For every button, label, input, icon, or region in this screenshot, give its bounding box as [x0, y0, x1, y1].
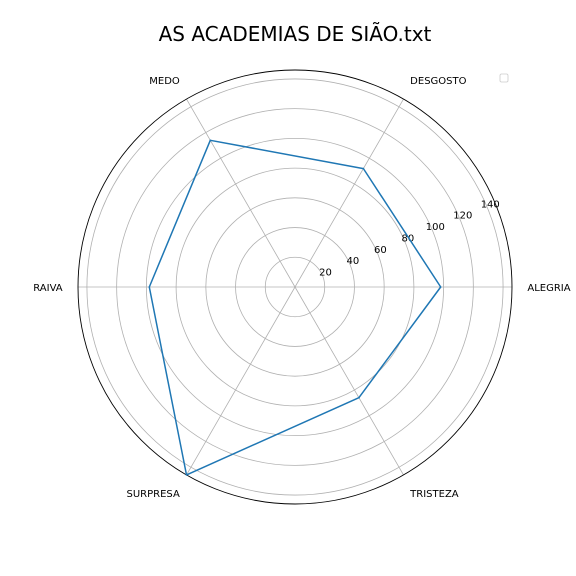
polar-frame — [77, 69, 513, 505]
series-layer — [148, 139, 442, 476]
legend-box — [499, 73, 509, 83]
series-line — [148, 139, 442, 476]
category-label: TRISTEZA — [409, 489, 459, 500]
category-label: MEDO — [149, 76, 180, 87]
radial-tick-labels: 20 40 60 80 100 120 140 — [319, 199, 500, 278]
grid-spoke — [186, 98, 296, 288]
category-label: ALEGRIA — [527, 283, 570, 294]
data-point — [209, 139, 212, 142]
category-label: SURPRESA — [127, 489, 180, 500]
radial-tick-label: 100 — [426, 222, 445, 233]
grid-spoke — [186, 286, 296, 476]
data-point — [362, 167, 365, 170]
category-label: DESGOSTO — [410, 76, 466, 87]
angular-grid — [77, 69, 513, 505]
data-point — [185, 474, 188, 476]
grid-spoke — [294, 98, 404, 288]
category-labels: ALEGRIA DESGOSTO MEDO RAIVA SURPRESA TRISTEZA — [33, 76, 570, 500]
radial-tick-label: 80 — [401, 233, 414, 244]
category-label: RAIVA — [33, 283, 63, 294]
radial-tick-label: 20 — [319, 268, 332, 279]
grid-spoke — [294, 286, 404, 476]
data-point — [148, 286, 151, 288]
radial-tick-label: 140 — [481, 199, 500, 210]
data-point — [358, 396, 360, 399]
chart-title: AS ACADEMIAS DE SIÃO.txt — [158, 22, 432, 46]
radial-tick-label: 40 — [347, 256, 360, 267]
data-point — [439, 286, 442, 288]
radial-tick-label: 120 — [453, 211, 472, 222]
radial-tick-label: 60 — [374, 245, 387, 256]
